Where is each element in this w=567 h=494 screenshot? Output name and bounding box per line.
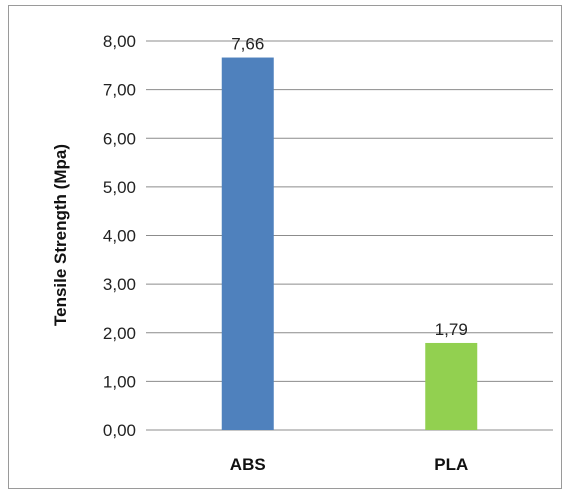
value-label-abs: 7,66 — [231, 35, 264, 54]
value-labels: 7,66 1,79 — [231, 35, 468, 339]
y-tick-label: 6,00 — [103, 129, 136, 148]
y-tick-label: 7,00 — [103, 81, 136, 100]
y-tick-label: 5,00 — [103, 178, 136, 197]
bars — [221, 57, 478, 430]
y-tick-label: 1,00 — [103, 372, 136, 391]
bar-pla — [425, 342, 478, 430]
value-label-pla: 1,79 — [435, 320, 468, 339]
x-category-label-pla: PLA — [434, 455, 468, 474]
bar-abs — [221, 57, 274, 430]
y-tick-label: 2,00 — [103, 324, 136, 343]
x-category-label-abs: ABS — [230, 455, 266, 474]
y-axis-ticks: 0,00 1,00 2,00 3,00 4,00 5,00 6,00 7,00 8,00 — [103, 32, 136, 440]
y-axis-title: Tensile Strength (Mpa) — [51, 144, 70, 326]
gridlines — [146, 40, 553, 431]
y-tick-label: 4,00 — [103, 227, 136, 246]
x-axis-categories: ABS PLA — [230, 455, 468, 474]
y-tick-label: 3,00 — [103, 275, 136, 294]
y-tick-label: 0,00 — [103, 421, 136, 440]
y-tick-label: 8,00 — [103, 32, 136, 51]
